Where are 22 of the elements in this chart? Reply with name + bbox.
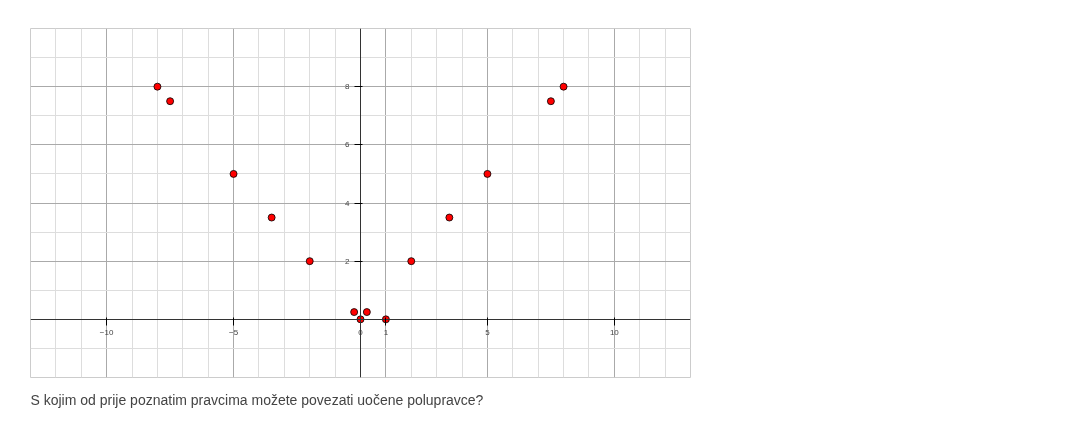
point — [483, 170, 492, 178]
point — [362, 308, 371, 316]
point — [305, 257, 314, 266]
point — [445, 213, 454, 222]
point — [407, 257, 416, 266]
x-tick-label: 10 — [609, 328, 620, 338]
text: S kojim od prije poznatim pravcima možete povezati uočene polupravce? — [30, 392, 484, 408]
point — [267, 213, 276, 222]
y-tick-label: 8 — [345, 82, 351, 92]
point — [350, 308, 359, 316]
point — [546, 97, 555, 106]
y-tick-label: 6 — [345, 140, 351, 150]
x-tick-label: 5 — [485, 328, 491, 338]
x-tick-label: −5 — [229, 328, 239, 338]
point — [153, 82, 162, 91]
point — [166, 97, 175, 106]
point — [559, 82, 568, 91]
x-tick-label: −10 — [99, 328, 114, 338]
x-tick-label: 1 — [383, 328, 389, 338]
point — [229, 170, 238, 178]
y-tick-label: 4 — [345, 198, 351, 208]
y-tick-label: 2 — [345, 256, 351, 266]
